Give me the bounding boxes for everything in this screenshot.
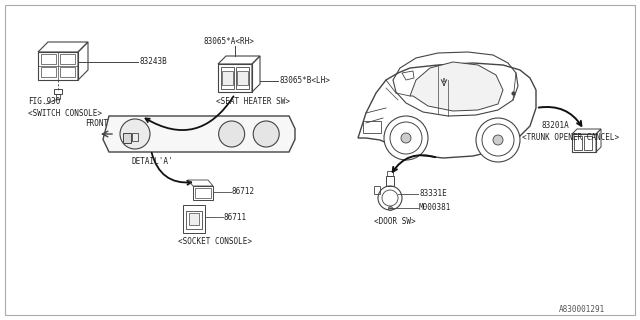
Text: 83065*B<LH>: 83065*B<LH>: [280, 76, 331, 85]
Text: 86712: 86712: [232, 188, 255, 196]
Bar: [41, 67, 56, 77]
Bar: [54, 89, 62, 94]
Bar: [132, 133, 138, 141]
Circle shape: [493, 135, 503, 145]
FancyArrowPatch shape: [145, 96, 234, 130]
Bar: [237, 71, 248, 85]
Circle shape: [401, 133, 411, 143]
Text: 83243B: 83243B: [140, 57, 168, 66]
FancyArrowPatch shape: [393, 155, 435, 172]
Text: A: A: [442, 78, 446, 84]
Text: M000381: M000381: [419, 204, 451, 212]
Polygon shape: [410, 62, 503, 111]
Circle shape: [476, 118, 520, 162]
Text: <SOCKET CONSOLE>: <SOCKET CONSOLE>: [178, 237, 252, 246]
Text: FIG.930: FIG.930: [28, 98, 60, 107]
Text: 83201A: 83201A: [542, 122, 570, 131]
Bar: [183, 205, 205, 233]
Polygon shape: [103, 116, 295, 152]
Bar: [189, 213, 199, 225]
Bar: [221, 67, 234, 89]
Circle shape: [378, 186, 402, 210]
Bar: [584, 136, 592, 150]
Circle shape: [120, 119, 150, 149]
FancyArrowPatch shape: [152, 153, 191, 185]
Text: <SEAT HEATER SW>: <SEAT HEATER SW>: [216, 98, 290, 107]
Bar: [38, 52, 78, 80]
Bar: [572, 134, 596, 152]
Text: 86711: 86711: [224, 212, 247, 221]
Bar: [60, 67, 75, 77]
Bar: [363, 121, 381, 133]
Circle shape: [219, 121, 244, 147]
Bar: [193, 186, 213, 200]
Bar: [236, 67, 249, 89]
Circle shape: [253, 121, 279, 147]
Bar: [387, 171, 393, 176]
Circle shape: [384, 116, 428, 160]
Bar: [186, 211, 202, 229]
Bar: [123, 133, 131, 143]
Text: 83065*A<RH>: 83065*A<RH>: [203, 37, 254, 46]
Text: <SWITCH CONSOLE>: <SWITCH CONSOLE>: [28, 109, 102, 118]
Bar: [374, 186, 380, 194]
FancyArrowPatch shape: [539, 107, 581, 126]
Bar: [195, 188, 211, 198]
Bar: [41, 54, 56, 64]
Text: <TRUNK OPENER CANCEL>: <TRUNK OPENER CANCEL>: [522, 133, 619, 142]
Text: FRONT: FRONT: [85, 119, 108, 129]
Text: 83331E: 83331E: [419, 189, 447, 198]
Text: DETAIL'A': DETAIL'A': [132, 156, 173, 165]
Bar: [222, 71, 233, 85]
Bar: [60, 54, 75, 64]
Text: <DOOR SW>: <DOOR SW>: [374, 217, 415, 226]
Bar: [218, 64, 252, 92]
Bar: [386, 176, 394, 186]
Text: A830001291: A830001291: [559, 306, 605, 315]
Bar: [56, 94, 60, 99]
Bar: [574, 136, 582, 150]
